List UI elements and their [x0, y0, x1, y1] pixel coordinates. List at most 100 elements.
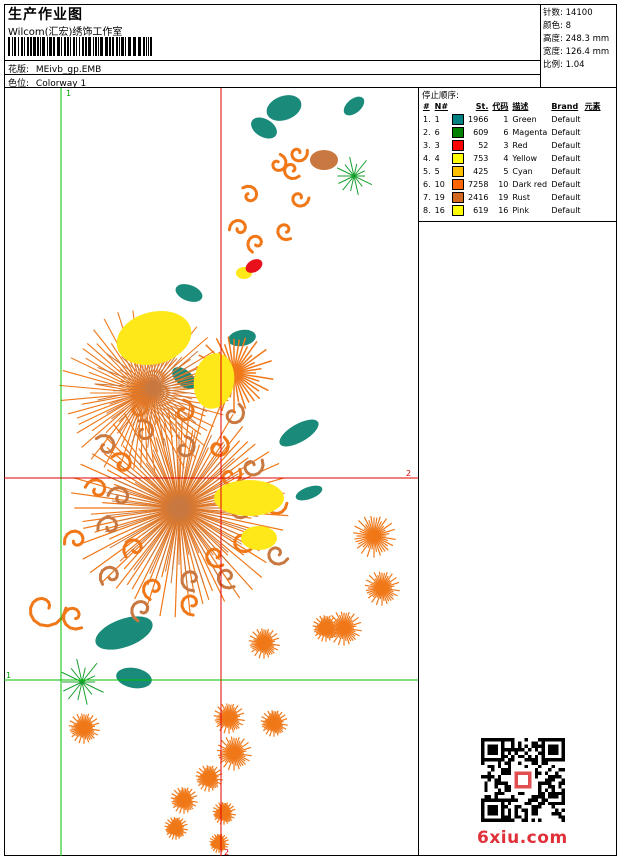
row-swatch [450, 178, 466, 191]
row-brand: Default [551, 154, 581, 163]
row-swatch [450, 165, 466, 178]
row-element [583, 191, 603, 204]
design-label: 花版: [8, 65, 30, 75]
stat-colors: 颜色: 8 [543, 21, 571, 31]
col-desc: 描述 [512, 102, 529, 111]
row-code: 10 [498, 180, 509, 189]
sheet-frame [4, 4, 617, 856]
col-stitches: St. [475, 102, 489, 111]
color-row: 1. 1 1966 1 Green Default [421, 113, 603, 126]
guide-label-h2: 2 [406, 469, 411, 478]
row-index: 4. [423, 154, 431, 163]
col-element: 元素 [584, 102, 601, 111]
row-element [583, 126, 603, 139]
color-row: 4. 4 753 4 Yellow Default [421, 152, 603, 165]
guide-label-v1: 1 [66, 89, 71, 98]
row-code: 6 [503, 128, 509, 137]
colorway-row: 色位: Colorway 1 [8, 76, 86, 89]
color-swatch [452, 153, 465, 164]
row-swatch [450, 191, 466, 204]
page-title: 生产作业图 [8, 7, 83, 23]
row-swatch [450, 204, 466, 217]
row-brand: Default [551, 206, 581, 215]
row-stitches: 52 [478, 141, 489, 150]
color-row: 8. 16 619 16 Pink Default [421, 204, 603, 217]
row-code: 4 [503, 154, 509, 163]
row-element [583, 165, 603, 178]
row-needle: 4 [434, 154, 440, 163]
watermark-logo: 6xiu.com [477, 828, 568, 848]
row-element [583, 113, 603, 126]
row-desc: Green [512, 115, 537, 124]
stop-sequence-panel [419, 88, 617, 222]
row-swatch [450, 152, 466, 165]
row-desc: Cyan [512, 167, 533, 176]
row-brand: Default [551, 115, 581, 124]
header-panel [4, 4, 541, 88]
qr-code [481, 738, 565, 822]
row-brand: Default [551, 180, 581, 189]
guide-label-v2: 2 [224, 848, 229, 856]
row-brand: Default [551, 141, 581, 150]
row-element [583, 139, 603, 152]
row-index: 5. [423, 167, 431, 176]
row-needle: 10 [434, 180, 445, 189]
col-brand: Brand [551, 102, 579, 111]
color-swatch [452, 140, 465, 151]
embroidery-design: 1 2 1 2 [4, 88, 418, 856]
row-index: 3. [423, 141, 431, 150]
stat-height: 高度: 248.3 mm [543, 34, 610, 44]
color-row: 2. 6 609 6 Magenta Default [421, 126, 603, 139]
row-desc: Magenta [512, 128, 548, 137]
row-stitches: 425 [473, 167, 489, 176]
row-index: 8. [423, 206, 431, 215]
row-needle: 5 [434, 167, 440, 176]
row-desc: Pink [512, 206, 529, 215]
row-index: 1. [423, 115, 431, 124]
stat-scale: 比例: 1.04 [543, 60, 585, 70]
company-name: Wilcom(汇宏)绣饰工作室 [8, 27, 123, 38]
row-swatch [450, 126, 466, 139]
row-element [583, 152, 603, 165]
row-needle: 16 [434, 206, 445, 215]
row-code: 19 [498, 193, 509, 202]
row-swatch [450, 113, 466, 126]
row-stitches: 7258 [468, 180, 489, 189]
stat-width: 宽度: 126.4 mm [543, 47, 610, 57]
row-desc: Yellow [512, 154, 538, 163]
col-swatch [450, 100, 466, 113]
row-index: 7. [423, 193, 431, 202]
row-element [583, 178, 603, 191]
color-table-header: # N# St. 代码 描述 Brand 元素 [421, 100, 603, 113]
row-brand: Default [551, 167, 581, 176]
color-row: 5. 5 425 5 Cyan Default [421, 165, 603, 178]
design-file-row: 花版: MEivb_gp.EMB [8, 62, 101, 75]
row-code: 3 [503, 141, 509, 150]
row-stitches: 753 [473, 154, 489, 163]
header-divider-2 [4, 74, 541, 75]
color-swatch [452, 114, 465, 125]
color-row: 3. 3 52 3 Red Default [421, 139, 603, 152]
row-needle: 1 [434, 115, 440, 124]
col-needle: N# [434, 102, 449, 111]
row-element [583, 204, 603, 217]
row-stitches: 2416 [468, 193, 489, 202]
stats-panel [541, 4, 617, 88]
header-divider [4, 60, 541, 61]
row-stitches: 619 [473, 206, 489, 215]
stop-sequence-title: 停止顺序: [422, 91, 459, 101]
col-index: # [423, 102, 430, 111]
barcode [8, 37, 152, 56]
color-swatch [452, 192, 465, 203]
color-row: 6. 10 7258 10 Dark red Default [421, 178, 603, 191]
row-brand: Default [551, 193, 581, 202]
color-swatch [452, 127, 465, 138]
row-index: 6. [423, 180, 431, 189]
row-stitches: 1966 [468, 115, 489, 124]
row-stitches: 609 [473, 128, 489, 137]
row-desc: Rust [512, 193, 530, 202]
design-file-name: MEivb_gp.EMB [35, 65, 102, 75]
row-index: 2. [423, 128, 431, 137]
col-code: 代码 [492, 102, 509, 111]
row-code: 5 [503, 167, 509, 176]
